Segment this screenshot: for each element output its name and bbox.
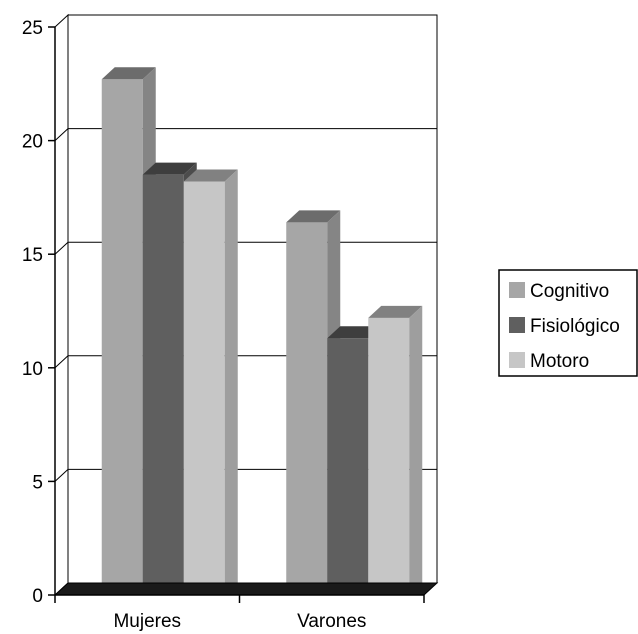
gridline-side (54, 241, 69, 255)
bar-front (142, 174, 184, 595)
gridline-side (54, 469, 69, 482)
y-tick-label: 10 (22, 359, 43, 380)
category-label: Mujeres (113, 611, 181, 632)
gridline-side (54, 128, 69, 141)
bar (183, 169, 238, 595)
y-axis-tick-labels: 0 5 10 15 20 25 (22, 18, 43, 607)
legend-swatch (509, 352, 525, 368)
legend-label: Fisiológico (530, 316, 620, 337)
bar-top (142, 162, 197, 175)
bar-side (224, 169, 238, 595)
y-tick-label: 0 (32, 586, 43, 607)
bar-front (101, 79, 143, 596)
bar-side (409, 305, 423, 595)
legend-swatch (509, 317, 525, 333)
bar (368, 305, 423, 595)
bar-top (286, 210, 341, 223)
y-tick-label: 20 (22, 132, 43, 153)
bar-top (101, 67, 156, 80)
legend-label: Cognitivo (530, 281, 609, 302)
gridline-side (54, 355, 69, 369)
y-tick-label: 25 (22, 18, 43, 39)
bar-front (327, 338, 369, 595)
bar-top (183, 169, 238, 182)
bar-top (368, 305, 423, 318)
bar-front (183, 181, 225, 595)
legend-swatch (509, 282, 525, 298)
y-tick-label: 15 (22, 245, 43, 266)
bars (101, 67, 423, 596)
bar-front (368, 317, 410, 595)
bar-front (286, 222, 328, 595)
side-wall (54, 13, 69, 597)
plot-floor (53, 582, 439, 596)
floor (53, 582, 439, 596)
legend: Cognitivo Fisiológico Motoro (498, 269, 638, 377)
bar-top (327, 326, 382, 339)
y-tick-label: 5 (32, 472, 43, 493)
category-label: Varones (297, 611, 366, 632)
legend-label: Motoro (530, 351, 589, 372)
axes (48, 26, 425, 603)
category-labels: Mujeres Varones (113, 611, 366, 632)
